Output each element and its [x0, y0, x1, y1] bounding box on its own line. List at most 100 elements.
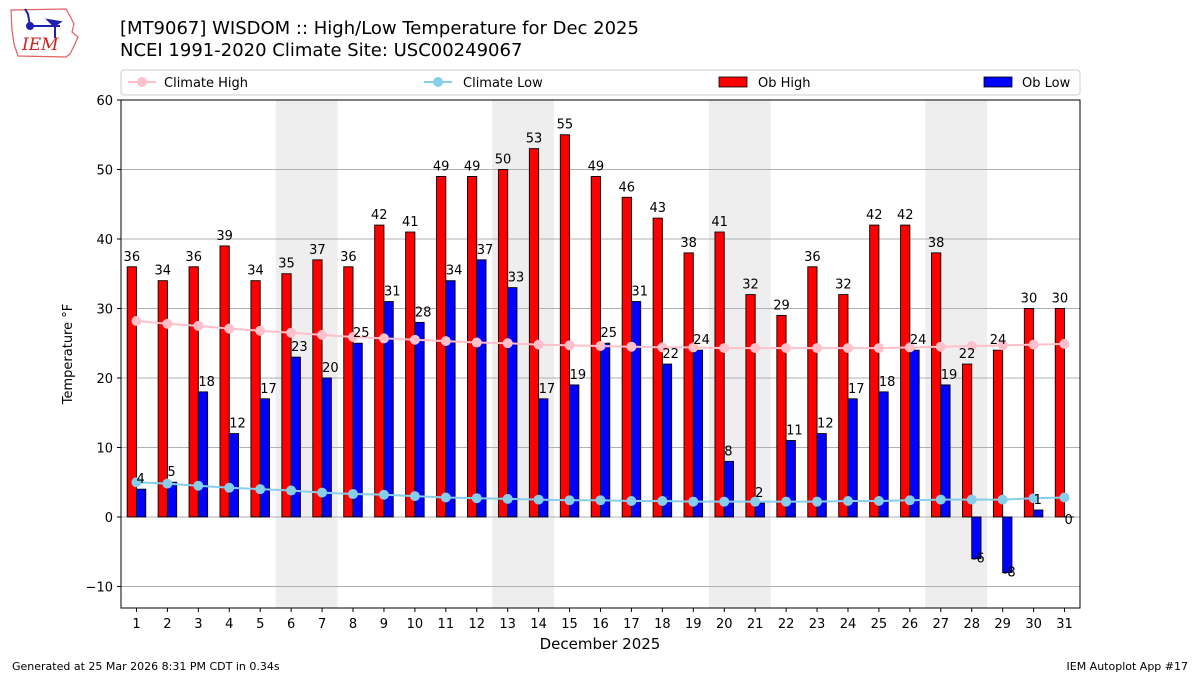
ob-high-bar: [250, 280, 261, 518]
ob-low-bar: [785, 440, 796, 518]
climate-low-point: [378, 489, 389, 500]
ob-low-bar: [538, 398, 549, 518]
x-tick-label: 6: [287, 617, 295, 632]
climate-low-point: [997, 494, 1008, 505]
ob-high-value-label: 37: [309, 243, 326, 258]
ob-low-value-label: 25: [601, 326, 618, 341]
x-tick-label: 16: [592, 617, 609, 632]
ob-high-bar: [559, 134, 571, 518]
climate-low-point: [688, 496, 699, 507]
climate-low-point: [255, 484, 266, 495]
ob-high-value-label: 43: [649, 201, 666, 216]
x-tick-label: 12: [468, 617, 485, 632]
ob-low-bar: [259, 398, 270, 518]
legend-ob-low-swatch: [983, 76, 1013, 88]
climate-high-point: [502, 338, 513, 349]
y-tick-label: 40: [96, 233, 113, 248]
ob-high-bar: [931, 252, 942, 518]
ob-high-value-label: 50: [495, 152, 512, 167]
ob-low-bar: [723, 460, 734, 518]
y-tick-label: 60: [96, 94, 113, 109]
legend-climate-low-marker: [433, 77, 443, 87]
climate-high-point: [348, 331, 359, 342]
ob-high-value-label: 42: [897, 208, 914, 223]
climate-high-point: [997, 340, 1008, 351]
climate-high-point: [750, 343, 761, 354]
ob-high-bar: [374, 224, 385, 518]
x-tick-label: 2: [163, 617, 171, 632]
ob-low-value-label: 17: [260, 382, 277, 397]
climate-low-point: [224, 482, 235, 493]
ob-low-value-label: 19: [941, 368, 958, 383]
ob-low-bar: [692, 349, 704, 518]
x-tick-label: 18: [654, 617, 671, 632]
climate-high-point: [873, 343, 884, 354]
ob-high-bar: [343, 266, 354, 518]
legend: Climate High Climate Low Ob High Ob Low: [120, 69, 1081, 96]
climate-low-point: [750, 496, 761, 507]
climate-high-point: [409, 334, 420, 345]
ob-high-value-label: 36: [124, 250, 141, 265]
x-tick-label: 17: [623, 617, 640, 632]
ob-low-value-label: 22: [662, 347, 679, 362]
ob-high-value-label: 41: [402, 215, 419, 230]
ob-high-bar: [1054, 308, 1065, 518]
ob-high-bar: [900, 224, 911, 518]
y-tick-label: 10: [96, 441, 113, 456]
climate-high-point: [255, 325, 266, 336]
climate-high-point: [595, 341, 606, 352]
ob-high-bar: [992, 349, 1004, 518]
ob-high-value-label: 36: [340, 250, 357, 265]
climate-high-point: [781, 343, 792, 354]
legend-climate-low: Climate Low: [424, 76, 543, 91]
x-tick-label: 23: [809, 617, 826, 632]
climate-low-point: [131, 477, 142, 488]
ob-low-value-label: 0: [1065, 513, 1073, 528]
x-tick-label: 15: [561, 617, 578, 632]
ob-high-value-label: 36: [185, 250, 202, 265]
ob-low-value-label: 12: [817, 417, 834, 432]
x-tick-label: 29: [994, 617, 1011, 632]
climate-high-point: [533, 339, 544, 350]
climate-high-point: [966, 341, 977, 352]
x-tick-label: 13: [499, 617, 516, 632]
climate-high-point: [564, 340, 575, 351]
x-tick-label: 22: [778, 617, 795, 632]
climate-low-point: [935, 494, 946, 505]
ob-high-bar: [1023, 308, 1035, 518]
climate-high-point: [286, 327, 297, 338]
climate-low-point: [873, 495, 884, 506]
ob-low-value-label: 23: [291, 340, 308, 355]
ob-high-value-label: 42: [866, 208, 883, 223]
ob-low-value-label: 18: [198, 375, 215, 390]
x-tick-label: 19: [685, 617, 702, 632]
x-tick-label: 8: [349, 617, 357, 632]
ob-low-value-label: 17: [848, 382, 865, 397]
x-tick-label: 20: [716, 617, 733, 632]
ob-low-bar: [600, 342, 611, 518]
legend-climate-high-marker: [137, 77, 147, 87]
climate-high-point: [719, 343, 730, 354]
climate-high-point: [812, 343, 823, 354]
climate-low-point: [626, 495, 637, 506]
ob-high-bar: [436, 175, 447, 518]
ob-low-bar: [878, 391, 889, 518]
ob-high-bar: [281, 273, 292, 518]
ob-low-bar: [136, 488, 147, 518]
ob-high-value-label: 49: [433, 159, 450, 174]
ob-low-value-label: 33: [508, 271, 525, 286]
ob-high-value-label: 30: [1021, 291, 1038, 306]
chart-subtitle: NCEI 1991-2020 Climate Site: USC00249067: [120, 40, 523, 61]
climate-high-point: [904, 342, 915, 353]
climate-high-point: [1028, 339, 1039, 350]
app-credit: IEM Autoplot App #17: [1066, 660, 1189, 673]
x-tick-label: 1: [132, 617, 140, 632]
x-tick-label: 10: [407, 617, 424, 632]
ob-low-value-label: 37: [477, 243, 494, 258]
ob-low-value-label: 18: [879, 375, 896, 390]
legend-climate-low-label: Climate Low: [463, 76, 543, 91]
climate-low-point: [193, 480, 204, 491]
ob-low-value-label: 12: [229, 417, 246, 432]
